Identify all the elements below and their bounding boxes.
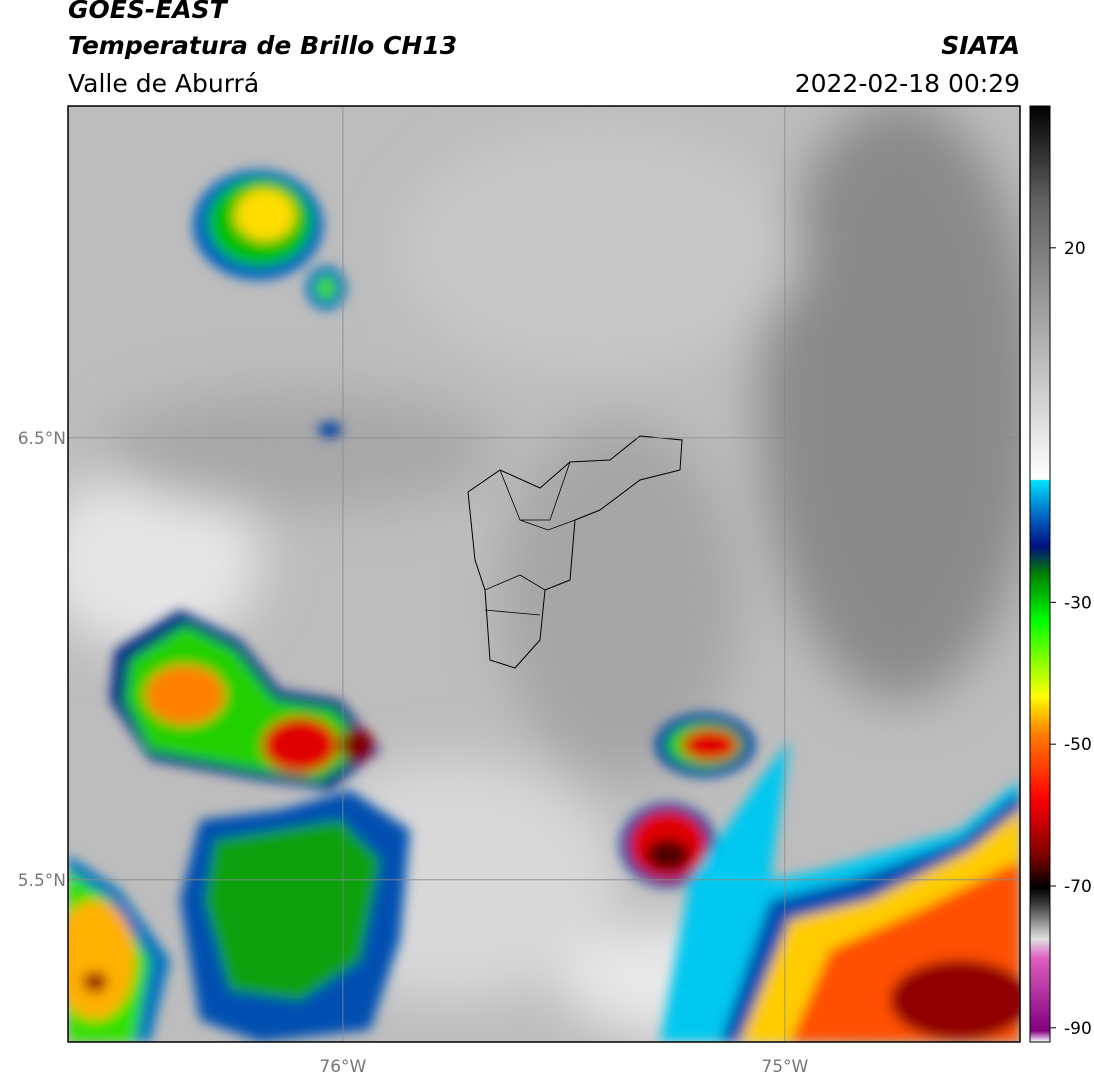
satellite-image [68,106,1020,1042]
lat-label: 6.5°N [18,429,66,449]
datetime: 2022-02-18 00:29 [795,69,1020,98]
title: GOES-EAST [68,0,229,24]
lon-label: 75°W [761,1057,808,1077]
lat-label: 5.5°N [18,871,66,891]
colorbar-label: -70 [1064,877,1092,897]
colorbar-label: 20 [1064,239,1086,259]
colorbar [1029,105,1051,1043]
colorbar-label: -90 [1064,1019,1092,1039]
colorbar-label: -50 [1064,735,1092,755]
subtitle: Temperatura de Brillo CH13 [68,31,457,60]
lon-label: 76°W [319,1057,366,1077]
map-frame [67,105,1021,1043]
region: Valle de Aburrá [68,69,259,98]
source: SIATA [941,31,1020,60]
colorbar-label: -30 [1064,593,1092,613]
